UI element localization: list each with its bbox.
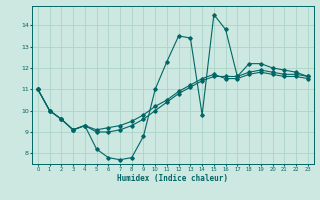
- X-axis label: Humidex (Indice chaleur): Humidex (Indice chaleur): [117, 174, 228, 183]
